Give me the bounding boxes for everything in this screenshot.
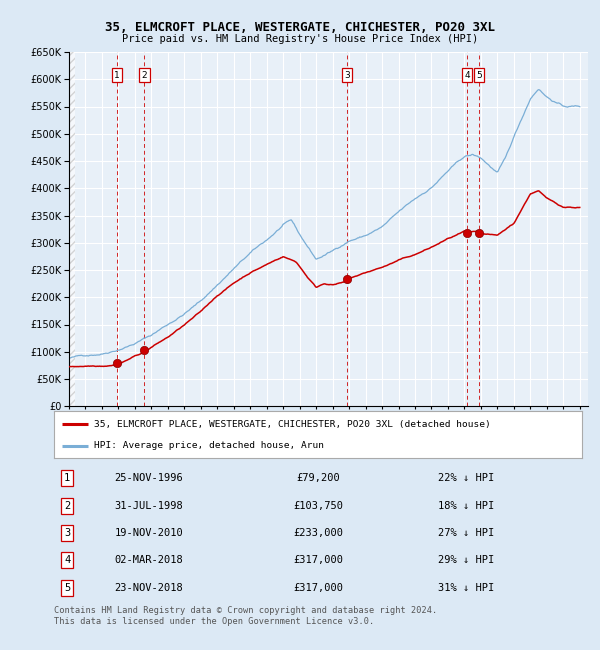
Text: 31% ↓ HPI: 31% ↓ HPI — [438, 582, 494, 593]
Text: £317,000: £317,000 — [293, 555, 343, 566]
Text: 02-MAR-2018: 02-MAR-2018 — [115, 555, 184, 566]
Text: 35, ELMCROFT PLACE, WESTERGATE, CHICHESTER, PO20 3XL (detached house): 35, ELMCROFT PLACE, WESTERGATE, CHICHEST… — [94, 420, 490, 428]
Text: 5: 5 — [476, 71, 482, 79]
Text: £103,750: £103,750 — [293, 500, 343, 511]
Text: 25-NOV-1996: 25-NOV-1996 — [115, 473, 184, 484]
Text: 5: 5 — [64, 582, 70, 593]
Text: 2: 2 — [142, 71, 147, 79]
Text: 35, ELMCROFT PLACE, WESTERGATE, CHICHESTER, PO20 3XL: 35, ELMCROFT PLACE, WESTERGATE, CHICHEST… — [105, 21, 495, 34]
Text: £79,200: £79,200 — [296, 473, 340, 484]
Text: 19-NOV-2010: 19-NOV-2010 — [115, 528, 184, 538]
Text: 1: 1 — [64, 473, 70, 484]
Text: Price paid vs. HM Land Registry's House Price Index (HPI): Price paid vs. HM Land Registry's House … — [122, 34, 478, 44]
Text: This data is licensed under the Open Government Licence v3.0.: This data is licensed under the Open Gov… — [54, 618, 374, 627]
Text: 18% ↓ HPI: 18% ↓ HPI — [438, 500, 494, 511]
Text: 1: 1 — [114, 71, 119, 79]
Text: 23-NOV-2018: 23-NOV-2018 — [115, 582, 184, 593]
Text: HPI: Average price, detached house, Arun: HPI: Average price, detached house, Arun — [94, 441, 323, 450]
Text: Contains HM Land Registry data © Crown copyright and database right 2024.: Contains HM Land Registry data © Crown c… — [54, 606, 437, 615]
Text: 22% ↓ HPI: 22% ↓ HPI — [438, 473, 494, 484]
Text: £233,000: £233,000 — [293, 528, 343, 538]
Text: 31-JUL-1998: 31-JUL-1998 — [115, 500, 184, 511]
Text: 3: 3 — [64, 528, 70, 538]
Text: 3: 3 — [344, 71, 350, 79]
Text: 4: 4 — [464, 71, 470, 79]
Text: 4: 4 — [64, 555, 70, 566]
Text: 29% ↓ HPI: 29% ↓ HPI — [438, 555, 494, 566]
Text: £317,000: £317,000 — [293, 582, 343, 593]
Text: 27% ↓ HPI: 27% ↓ HPI — [438, 528, 494, 538]
Text: 2: 2 — [64, 500, 70, 511]
